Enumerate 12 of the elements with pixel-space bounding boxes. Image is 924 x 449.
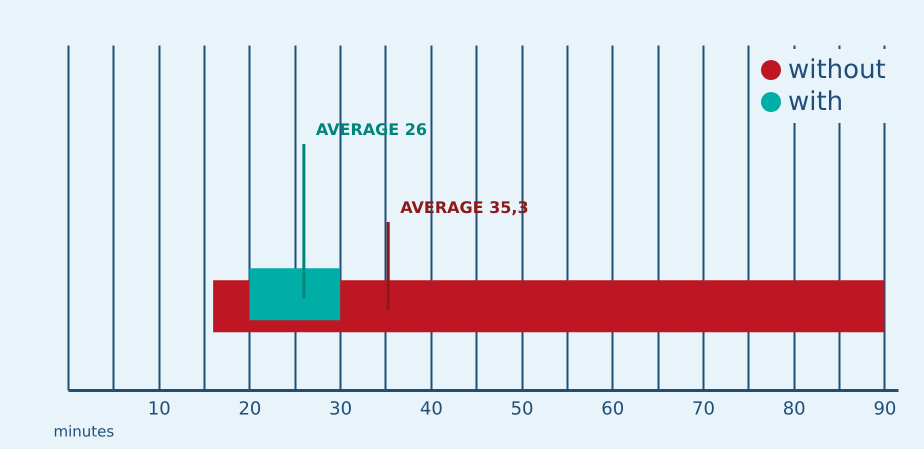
x-tick-label: 90 [873,398,896,420]
x-tick-label: 70 [692,398,715,420]
x-axis-title: minutes [54,422,114,440]
x-tick-label: 10 [148,398,171,420]
x-tick-label: 60 [601,398,624,420]
x-tick-label: 30 [329,398,352,420]
legend-label: without [788,55,886,85]
x-tick-label: 80 [782,398,806,420]
x-tick-label: 50 [510,398,534,420]
legend-label: with [788,87,844,117]
x-tick-label: 20 [238,398,262,420]
x-tick-label: 40 [420,398,443,420]
